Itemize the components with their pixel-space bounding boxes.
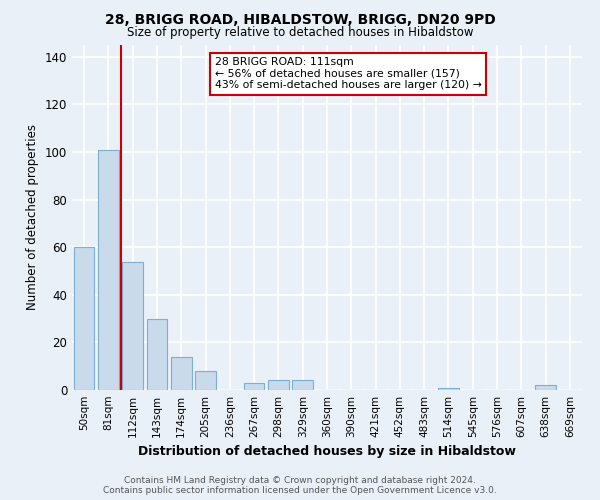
Bar: [98, 150, 119, 390]
Bar: [535, 385, 556, 390]
Bar: [292, 380, 313, 390]
Bar: [122, 262, 143, 390]
Bar: [171, 356, 191, 390]
Bar: [438, 388, 459, 390]
Bar: [195, 371, 216, 390]
Bar: [244, 383, 265, 390]
Text: Contains HM Land Registry data © Crown copyright and database right 2024.
Contai: Contains HM Land Registry data © Crown c…: [103, 476, 497, 495]
Text: 28, BRIGG ROAD, HIBALDSTOW, BRIGG, DN20 9PD: 28, BRIGG ROAD, HIBALDSTOW, BRIGG, DN20 …: [104, 12, 496, 26]
Bar: [74, 247, 94, 390]
Text: 28 BRIGG ROAD: 111sqm
← 56% of detached houses are smaller (157)
43% of semi-det: 28 BRIGG ROAD: 111sqm ← 56% of detached …: [215, 57, 482, 90]
Bar: [146, 318, 167, 390]
Bar: [268, 380, 289, 390]
Text: Size of property relative to detached houses in Hibaldstow: Size of property relative to detached ho…: [127, 26, 473, 39]
Y-axis label: Number of detached properties: Number of detached properties: [26, 124, 39, 310]
X-axis label: Distribution of detached houses by size in Hibaldstow: Distribution of detached houses by size …: [138, 446, 516, 458]
